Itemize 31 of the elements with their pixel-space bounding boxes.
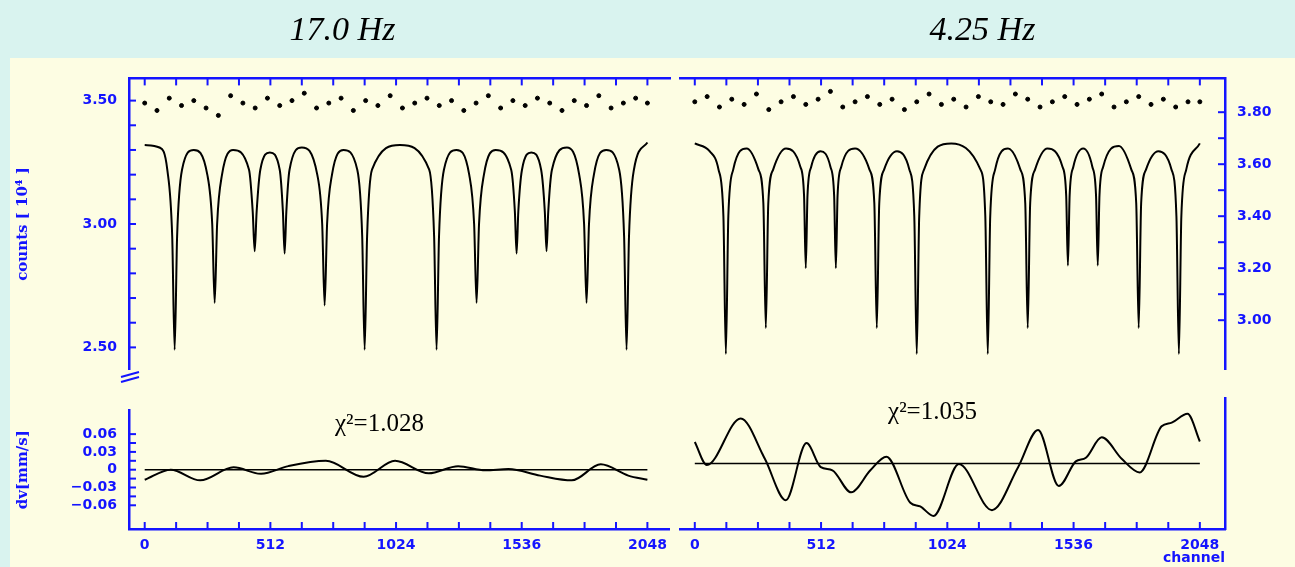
y-tick-label: 3.50 bbox=[82, 91, 118, 108]
annotation: χ²=1.035 bbox=[887, 397, 977, 425]
y-tick-label: 3.00 bbox=[82, 214, 118, 231]
y2-tick-label: 3.60 bbox=[1237, 154, 1272, 171]
x-tick-label: 1536 bbox=[502, 536, 542, 553]
x-tick-label: 1024 bbox=[376, 536, 416, 553]
annotation: χ²=1.028 bbox=[334, 409, 424, 437]
y-tick-label: 2.50 bbox=[82, 338, 118, 355]
line-series bbox=[143, 459, 649, 482]
line-series bbox=[143, 141, 649, 351]
y-axis-title: dv[mm/s] bbox=[12, 430, 31, 510]
y-axis-title: counts [ 10⁴ ] bbox=[12, 167, 31, 281]
x-tick-label: 0 bbox=[139, 536, 150, 553]
y-tick-label: −0.03 bbox=[70, 478, 117, 495]
y-tick-label: 0.03 bbox=[82, 442, 117, 459]
y2-tick-label: 3.80 bbox=[1237, 102, 1272, 119]
x-tick-label: 0 bbox=[689, 536, 700, 553]
x-tick-label: 2048 bbox=[627, 536, 667, 553]
chart-title: 4.25 Hz bbox=[928, 9, 1037, 49]
x-tick-label: 512 bbox=[255, 536, 285, 553]
x-tick-label: 1536 bbox=[1054, 536, 1094, 553]
chart-title: 17.0 Hz bbox=[288, 9, 397, 49]
x-tick-label: 1024 bbox=[927, 536, 968, 553]
y-tick-label: 0.06 bbox=[82, 424, 117, 441]
y-tick-label: −0.06 bbox=[70, 495, 117, 512]
x-tick-label: 512 bbox=[806, 536, 836, 553]
y2-tick-label: 3.20 bbox=[1237, 258, 1272, 275]
line-series bbox=[693, 142, 1201, 355]
y2-tick-label: 3.00 bbox=[1237, 310, 1272, 327]
y2-tick-label: 3.40 bbox=[1237, 206, 1272, 223]
y-tick-label: 0 bbox=[107, 460, 118, 477]
